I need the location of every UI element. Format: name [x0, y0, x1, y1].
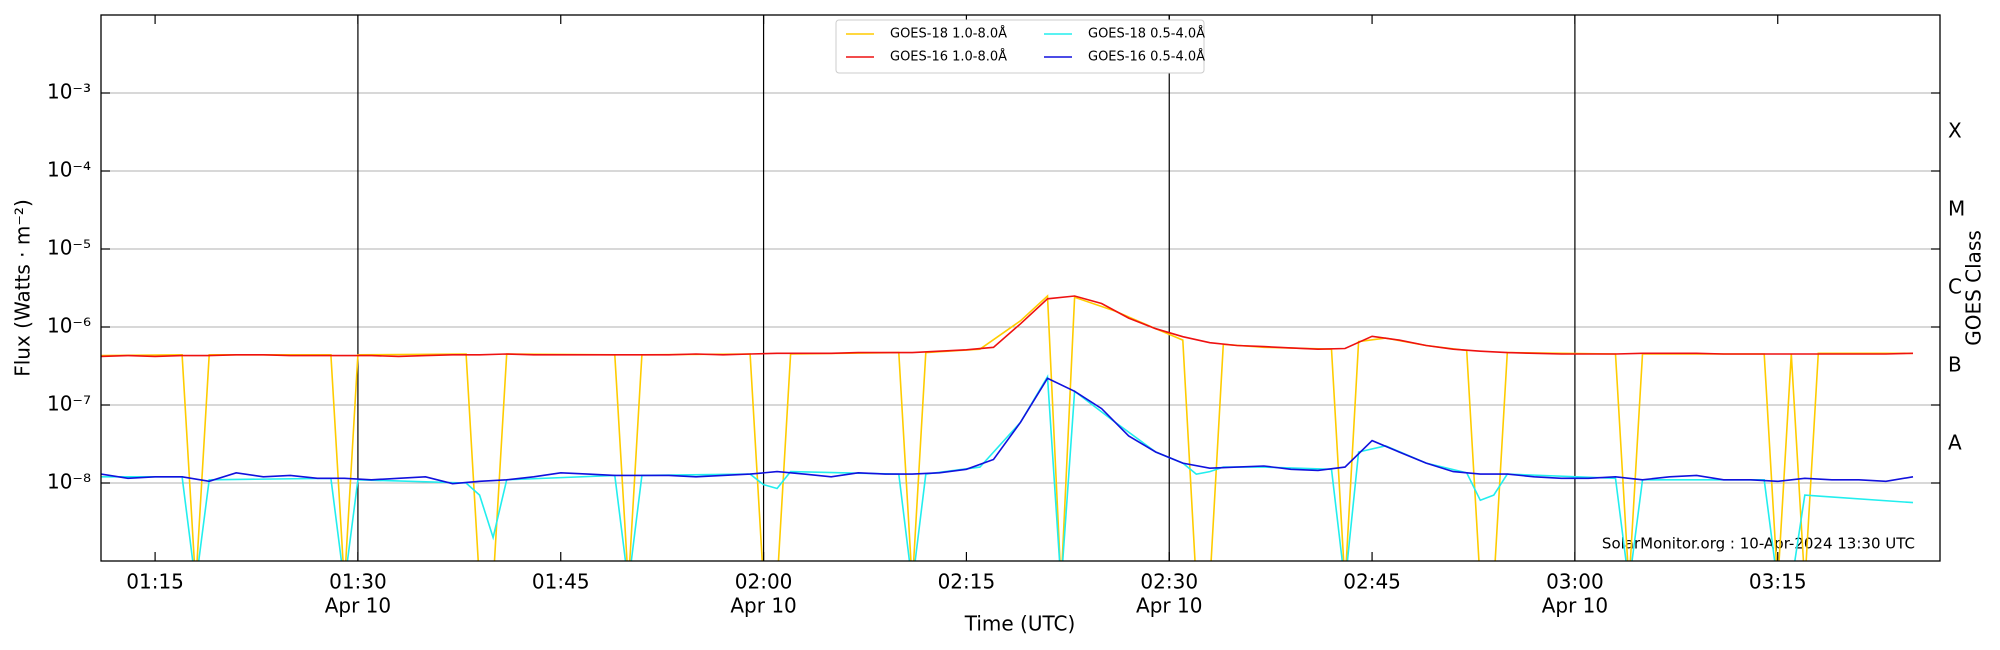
x-tick-label: 02:15 [938, 570, 996, 594]
y-tick-label: 10⁻⁷ [47, 392, 91, 416]
series-line [101, 377, 1914, 485]
x-tick-label: 01:30 [329, 570, 387, 594]
plot-area [101, 294, 1914, 561]
legend-label: GOES-16 1.0-8.0Å [890, 49, 1007, 65]
y-tick-label: 10⁻⁵ [47, 236, 91, 260]
legend-label: GOES-18 0.5-4.0Å [1088, 26, 1205, 42]
y-axis-title: Flux (Watts · m⁻²) [11, 199, 35, 377]
series-line [101, 374, 1914, 561]
x-axis-title: Time (UTC) [964, 612, 1076, 636]
y-tick-label: 10⁻³ [47, 80, 91, 104]
legend-label: GOES-18 1.0-8.0Å [890, 26, 1007, 42]
y2-tick-label: B [1948, 353, 1962, 377]
x-tick-label: Apr 10 [730, 594, 796, 618]
x-tick-label: Apr 10 [1136, 594, 1202, 618]
y2-tick-label: M [1948, 197, 1965, 221]
y-tick-label: 10⁻⁶ [47, 314, 91, 338]
y-tick-label: 10⁻⁴ [47, 158, 91, 182]
legend-label: GOES-16 0.5-4.0Å [1088, 49, 1205, 65]
x-tick-label: 01:15 [126, 570, 184, 594]
x-tick-label: 02:45 [1343, 570, 1401, 594]
annotation: SolarMonitor.org : 10-Apr-2024 13:30 UTC [1602, 535, 1915, 553]
series-line [101, 295, 1914, 358]
x-tick-label: 02:30 [1140, 570, 1198, 594]
x-tick-label: 01:45 [532, 570, 590, 594]
y2-tick-label: A [1948, 431, 1962, 455]
y-tick-label: 10⁻⁸ [47, 470, 91, 494]
legend-box [835, 19, 1205, 74]
y2-tick-label: X [1948, 119, 1962, 143]
x-tick-label: 03:15 [1749, 570, 1807, 594]
y2-tick-label: C [1948, 275, 1962, 299]
x-tick-label: Apr 10 [1542, 594, 1608, 618]
x-tick-label: 03:00 [1546, 570, 1604, 594]
x-tick-label: Apr 10 [325, 594, 391, 618]
x-tick-label: 02:00 [735, 570, 793, 594]
y2-axis-title: GOES Class [1962, 230, 1986, 346]
plot-frame [100, 14, 1941, 562]
